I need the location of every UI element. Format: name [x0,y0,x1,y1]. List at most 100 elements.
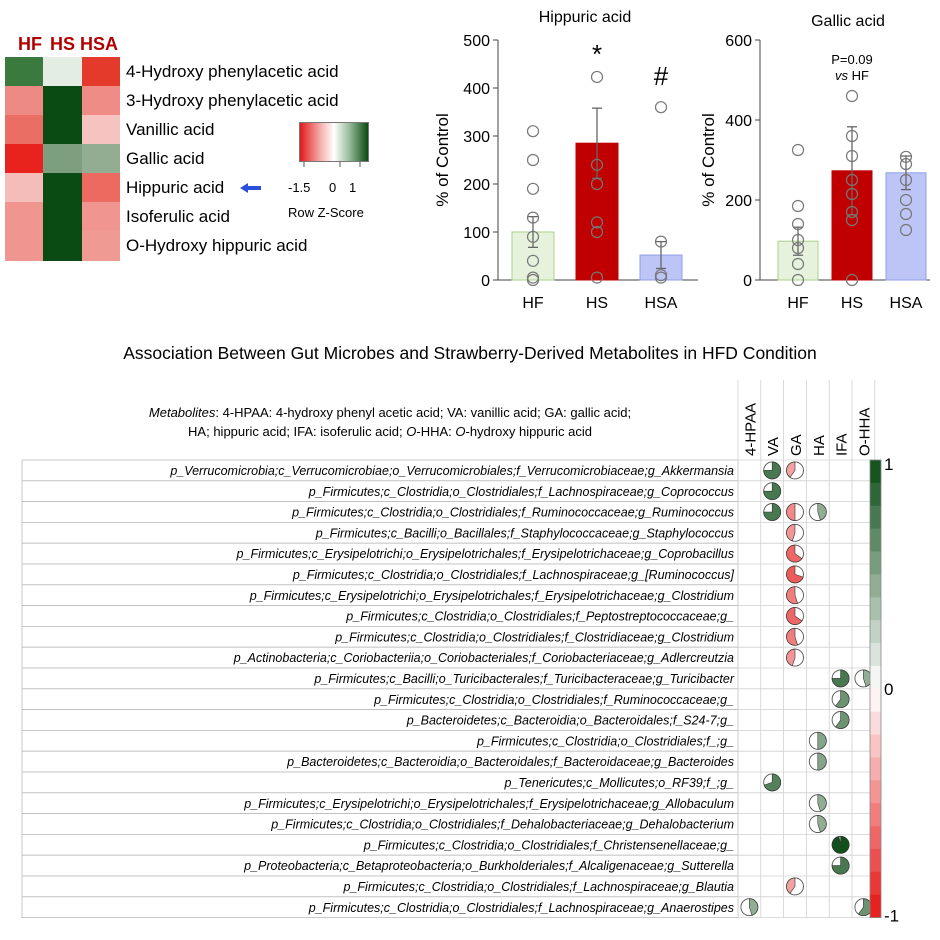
data-point [590,70,604,84]
row-label: p_Firmicutes;c_Clostridia;o_Clostridiale… [345,610,734,624]
row-label: p_Firmicutes;c_Clostridia;o_Clostridiale… [343,880,735,894]
correlation-pie [817,731,827,750]
column-header: GA [788,434,805,456]
y-tick-label: 200 [463,177,490,194]
p-value-annotation: P=0.09 [831,52,873,67]
correlation-pie [786,544,803,563]
row-label: p_Firmicutes;c_Clostridia;o_Clostridiale… [292,568,735,582]
correlation-pie [786,877,796,894]
legend-line2a: HA; hippuric acid; IFA: isoferulic acid; [188,424,407,439]
correlation-pie [763,773,781,792]
data-point [791,199,805,213]
row-label: p_Actinobacteria;c_Coriobacteriia;o_Cori… [233,651,734,665]
heatmap-header-hsa: HSA [80,34,119,54]
hippuric-arrow-icon [240,180,261,193]
row-label: p_Bacteroidetes;c_Bacteroidia;o_Bacteroi… [286,755,734,769]
heatmap-cell [81,173,121,203]
column-header: IFA [834,433,851,456]
association-chart-title: Association Between Gut Microbes and Str… [123,343,817,363]
legend-line2d: O [455,424,466,439]
colorbar-segment [870,665,881,690]
x-tick-label: HSA [645,295,678,312]
colorbar-segment [870,460,881,484]
correlation-pie [817,815,827,833]
data-point [654,101,668,114]
data-point [791,233,805,247]
heatmap-cell [5,86,44,116]
data-point [526,230,540,243]
data-point [590,158,604,171]
correlation-pie [817,752,827,771]
correlation-pie [786,586,799,604]
data-point [899,223,913,237]
heatmap-cell [5,202,44,232]
heatmap-cell [81,115,121,145]
zscore-tick-neg: -1.5 [288,180,311,195]
correlation-pie [786,503,796,521]
row-label: p_Firmicutes;c_Clostridia;o_Clostridiale… [363,838,734,852]
correlation-pie [786,461,796,478]
heatmap-cell [5,231,44,261]
gallic-acid-bar-chart: Gallic acid 0 200 400 600 % of Control HF HS HSA… [700,13,930,312]
y-tick-label: 500 [463,33,490,50]
colorbar-segment [870,734,881,758]
colorbar-segment [870,528,881,552]
data-point [791,143,805,157]
y-tick-label: 100 [463,225,490,242]
heatmap-cell [81,144,121,174]
vs-group: HF [848,68,869,83]
zscore-scale-title: Row Z-Score [288,205,364,220]
column-header: VA [765,437,782,456]
y-tick-label: 400 [463,81,490,98]
hippuric-acid-bar-chart: Hippuric acid 0 100 200 300 400 500 % of Contro… [433,9,698,312]
row-label: p_Verrucomicrobia;c_Verrucomicrobiae;o_V… [169,464,734,478]
colorbar-segment [870,505,881,529]
colorbar-segment [870,574,881,598]
data-point [791,217,805,231]
column-header: 4-HPAA [742,403,759,456]
correlation-pie [763,503,781,521]
zscore-tick-zero: 0 [329,180,337,195]
heatmap-cell [81,202,121,232]
chart-title: Gallic acid [811,13,885,30]
row-label: p_Firmicutes;c_Clostridia;o_Clostridiale… [270,818,734,832]
data-point [654,269,668,282]
correlation-pie [786,565,804,584]
data-point [845,213,859,227]
colorbar-tick-min: -1 [884,907,899,926]
data-point [899,173,913,187]
data-point [845,205,859,219]
heatmap-cell [43,57,83,87]
colorbar-segment [870,894,881,918]
metabolite-label: Gallic acid [126,148,205,168]
data-point [899,207,913,221]
heatmap-cell [43,173,83,203]
row-label: p_Bacteroidetes;c_Bacteroidia;o_Bacteroi… [406,714,734,728]
metabolite-heatmap [5,57,121,261]
row-label: p_Firmicutes;c_Erysipelotrichi;o_Erysipe… [243,797,734,811]
correlation-pie [786,648,796,667]
heatmap-cell [5,115,44,145]
colorbar-tick-max: 1 [884,455,893,474]
heatmap-cell [43,202,83,232]
correlation-pie [831,856,850,875]
row-label: p_Firmicutes;c_Clostridia;o_Clostridiale… [308,485,734,499]
heatmap-cell [43,115,83,145]
data-point [590,177,604,191]
heatmap-cell [43,86,83,116]
x-tick-label: HF [522,295,544,312]
x-tick-label: HS [586,295,608,312]
legend-line2c: -HHA: [416,424,456,439]
data-point [845,89,859,103]
correlation-matrix: p_Verrucomicrobia;c_Verrucomicrobiae;o_V… [21,380,899,926]
row-label: p_Firmicutes;c_Erysipelotrichi;o_Erysipe… [236,547,734,561]
metabolite-label: Isoferulic acid [126,206,230,226]
colorbar-segment [870,643,881,667]
correlation-pie [817,503,827,521]
legend-line1: : 4-HPAA: 4-hydroxy phenyl acetic acid; … [215,405,632,420]
heatmap-cell [5,57,44,87]
colorbar-segment [870,871,881,896]
correlation-pie [835,711,850,729]
data-point [590,225,604,239]
data-point [791,241,805,255]
